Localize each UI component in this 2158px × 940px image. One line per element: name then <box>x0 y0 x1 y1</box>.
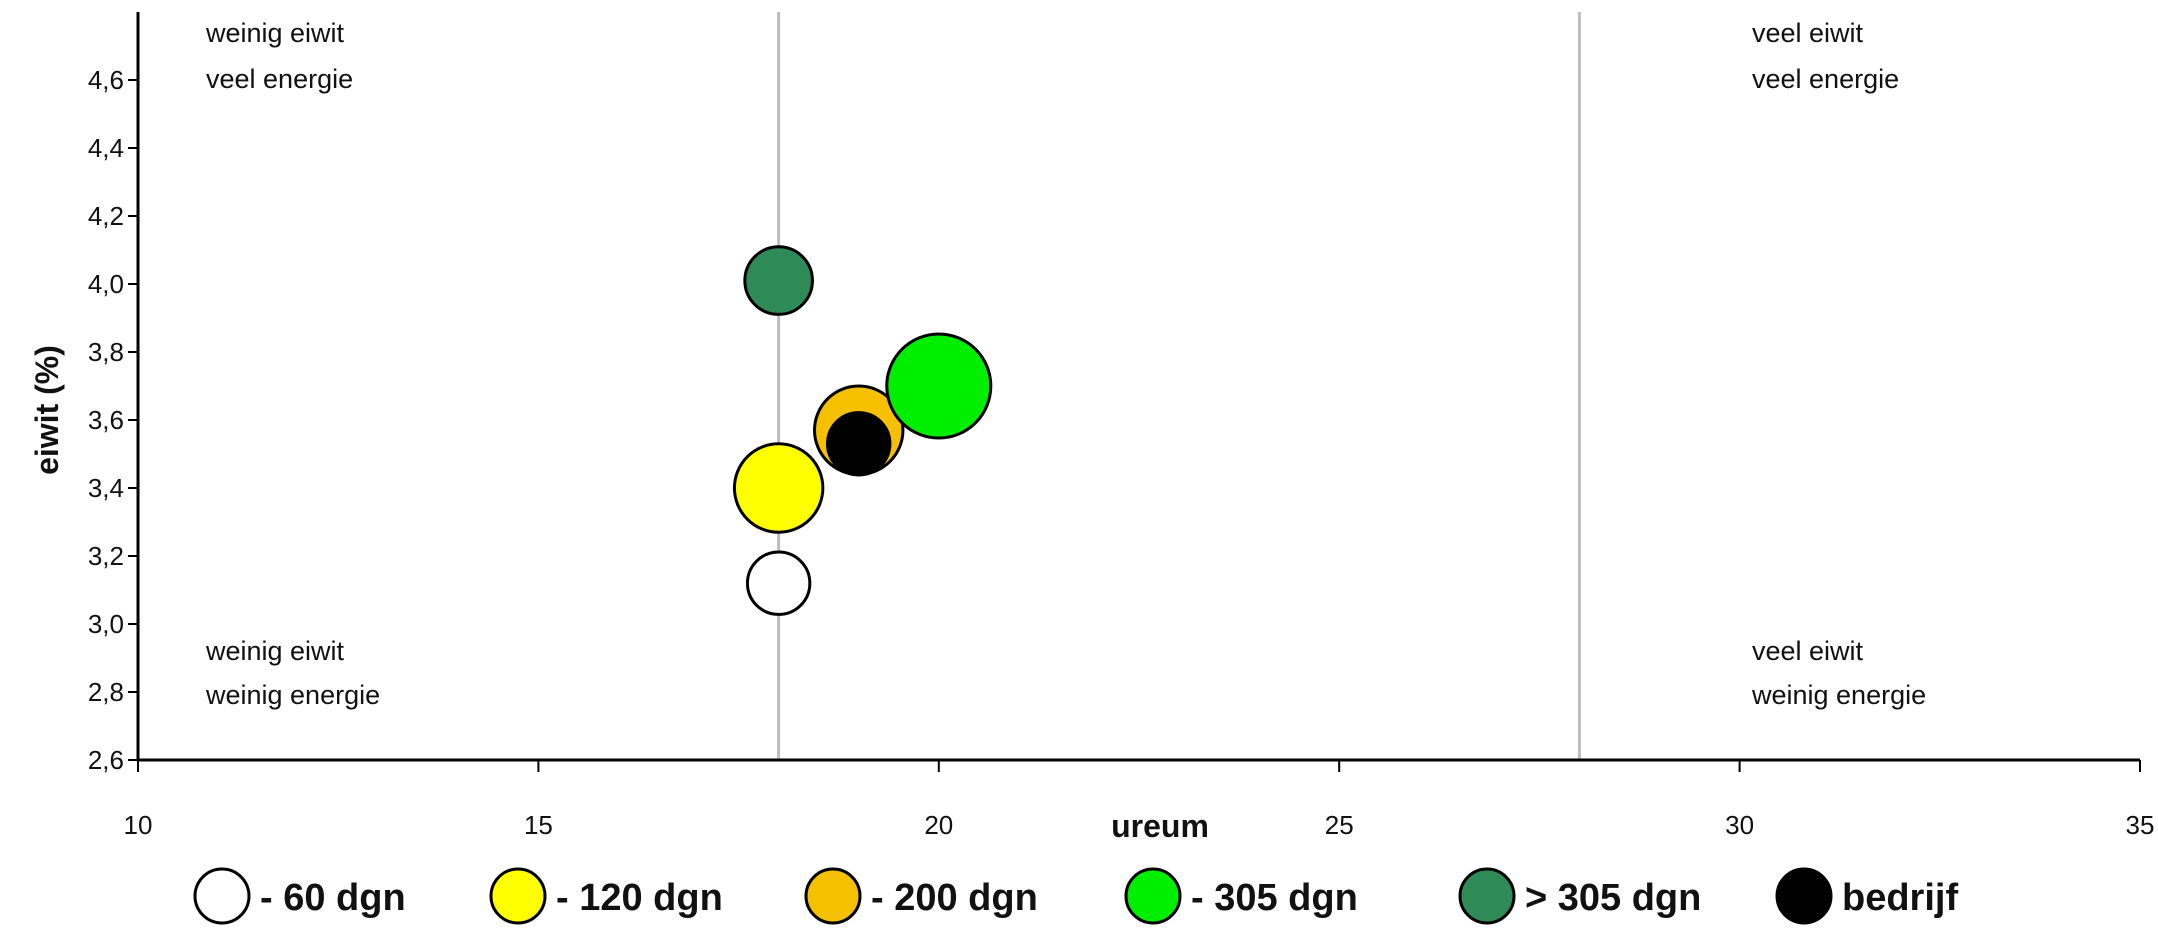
x-axis-ticks: 10 15 20 25 30 35 <box>124 760 2155 840</box>
legend-marker-1 <box>489 867 547 925</box>
y-tick-label: 3,8 <box>88 337 124 367</box>
legend-marker-3 <box>1124 867 1182 925</box>
y-tick-label: 3,2 <box>88 541 124 571</box>
reference-lines <box>777 12 1581 760</box>
quadrant-label-bottom-right-line1: veel eiwit <box>1752 636 1864 666</box>
x-tick-label: 35 <box>2126 810 2155 840</box>
y-tick-label: 2,8 <box>88 677 124 707</box>
legend-label-4: > 305 dgn <box>1525 877 1701 919</box>
y-tick-label: 4,2 <box>88 201 124 231</box>
y-axis-title: eiwit (%) <box>29 345 65 475</box>
axes <box>136 12 2140 762</box>
quadrant-labels: weinig eiwit veel energie veel eiwit vee… <box>205 18 1926 710</box>
legend-label-2: - 200 dgn <box>871 877 1038 919</box>
x-tick-label: 25 <box>1325 810 1354 840</box>
y-tick-label: 2,6 <box>88 745 124 775</box>
bubble-0 <box>745 550 812 616</box>
quadrant-label-top-left-line1: weinig eiwit <box>205 18 345 48</box>
x-axis-title: ureum <box>1111 808 1209 844</box>
y-tick-label: 4,6 <box>88 65 124 95</box>
quadrant-label-bottom-right-line2: weinig energie <box>1751 680 1926 710</box>
legend-label-1: - 120 dgn <box>556 877 723 919</box>
data-bubbles <box>732 245 993 616</box>
x-tick-label: 30 <box>1725 810 1754 840</box>
x-tick-label: 15 <box>524 810 553 840</box>
quadrant-label-bottom-left-line2: weinig energie <box>205 680 380 710</box>
legend: - 60 dgn - 120 dgn - 200 dgn - 305 dgn > 305… <box>193 867 1958 925</box>
legend-label-3: - 305 dgn <box>1191 877 1358 919</box>
y-tick-label: 3,0 <box>88 609 124 639</box>
y-axis-ticks: 2,6 2,8 3,0 3,2 3,4 3,6 3,8 4,0 4,2 4,4 4,6 <box>88 65 138 775</box>
bubble-3 <box>885 332 993 440</box>
y-tick-label: 3,4 <box>88 473 124 503</box>
legend-label-0: - 60 dgn <box>260 877 406 919</box>
quadrant-label-bottom-left-line1: weinig eiwit <box>205 636 345 666</box>
x-tick-label: 10 <box>124 810 153 840</box>
bubble-1 <box>732 442 825 534</box>
y-tick-label: 3,6 <box>88 405 124 435</box>
legend-marker-4 <box>1458 867 1516 925</box>
quadrant-label-top-right-line2: veel energie <box>1752 64 1899 94</box>
legend-marker-0 <box>193 867 251 925</box>
bubble-5 <box>826 411 892 477</box>
legend-label-5: bedrijf <box>1842 877 1958 919</box>
quadrant-label-top-left-line2: veel energie <box>206 64 353 94</box>
legend-marker-2 <box>804 867 862 925</box>
y-tick-label: 4,0 <box>88 269 124 299</box>
quadrant-label-top-right-line1: veel eiwit <box>1752 18 1864 48</box>
x-tick-label: 20 <box>924 810 953 840</box>
y-tick-label: 4,4 <box>88 133 124 163</box>
bubble-4 <box>743 245 814 316</box>
legend-marker-5 <box>1775 867 1833 925</box>
